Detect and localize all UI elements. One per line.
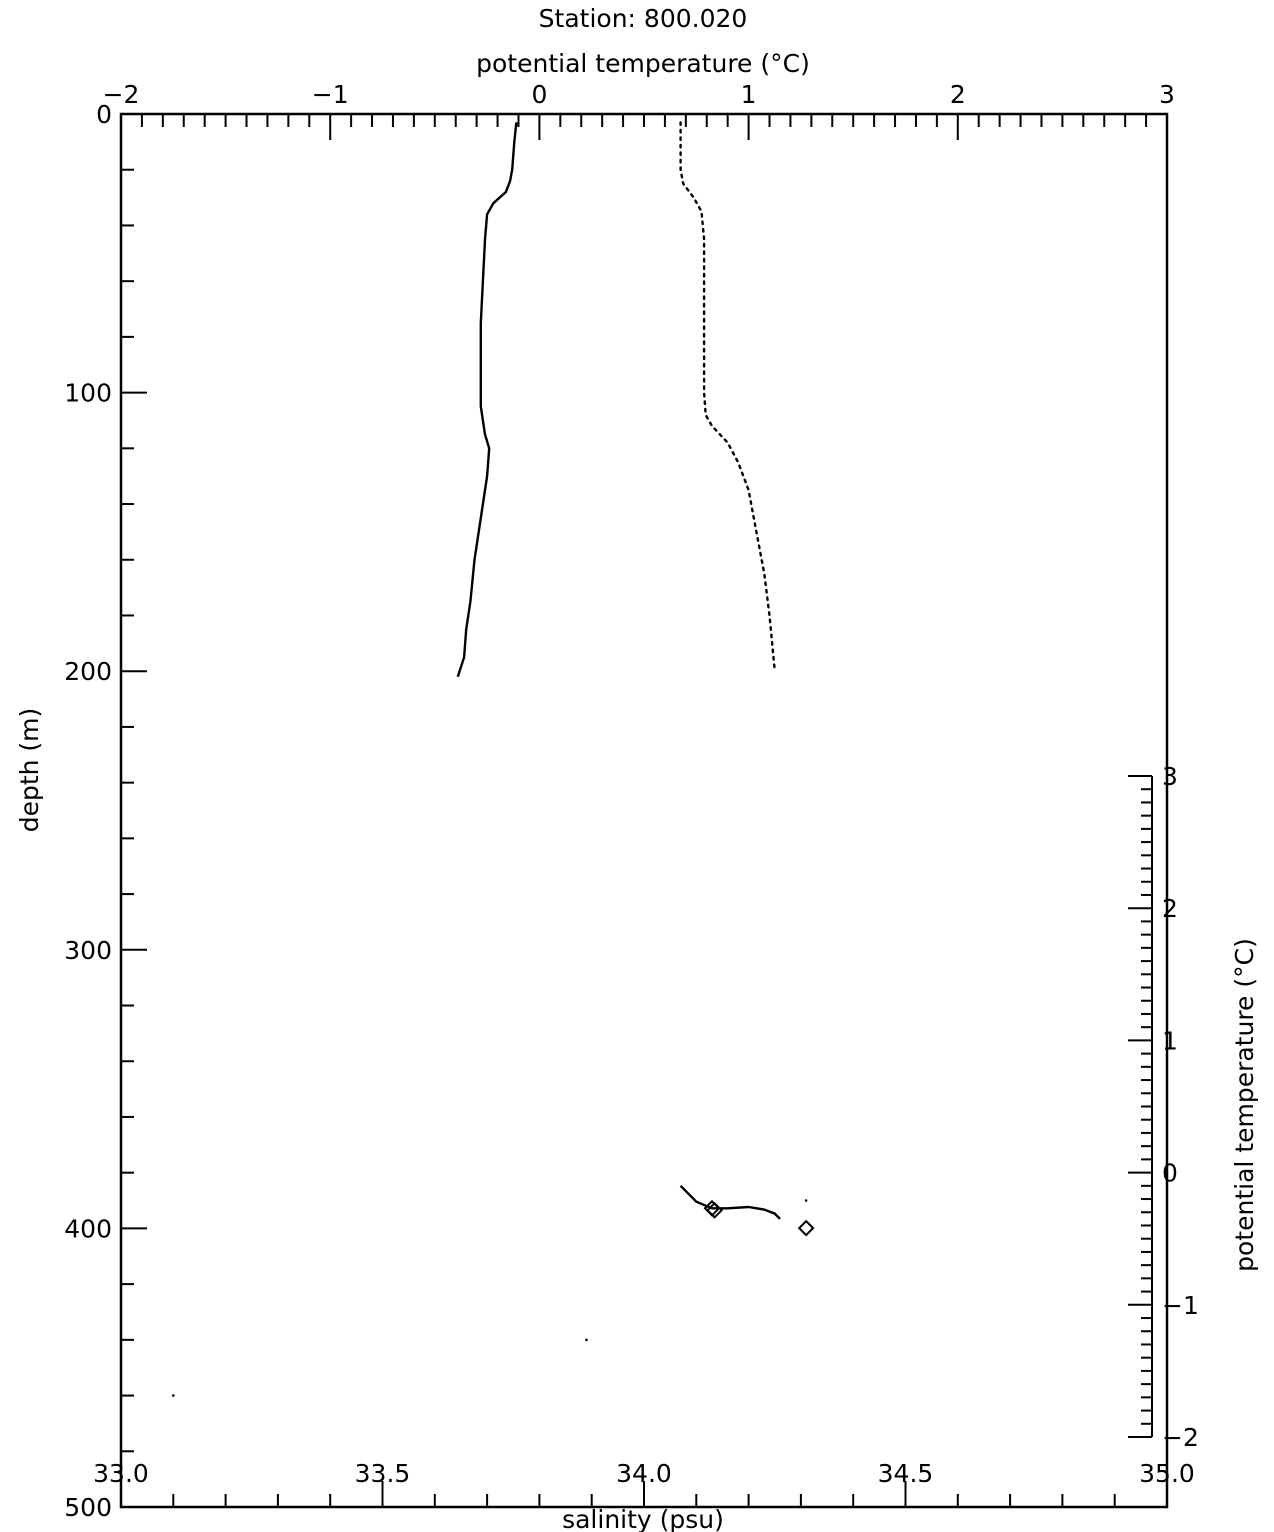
diamond-marker [797,1219,815,1237]
y-axis-tick-label: 200 [64,657,112,686]
x-axis-tick-label: 33.0 [93,1459,149,1488]
axis-tick-labels: −2 −1 0 1 2 3 33.0 33.5 34.0 34.5 35.0 0 100 200 300 40… [64,80,1199,1522]
stray-dot [585,1338,588,1342]
y-axis-tick-label: 100 [64,379,112,408]
top-axis-tick-label: 2 [950,80,966,109]
right-axis-tick-label: 2 [1162,894,1178,923]
top-axis-tick-label: 1 [741,80,757,109]
top-axis-tick-label: −1 [312,80,349,109]
stray-dot [172,1394,175,1397]
top-axis-title: potential temperature (°C) [476,49,810,78]
series-line-salinity [679,121,776,673]
right-axis-tick-label: 1 [1162,1026,1178,1055]
top-axis-tick-label: −2 [103,80,140,109]
series-line-potential-temperature-vs-salinity [679,1184,781,1220]
top-axis-tick-label: 0 [531,80,547,109]
series-line-potential-temperature [456,122,518,678]
diamond-marker [706,1201,724,1219]
chart-title: Station: 800.020 [539,4,748,33]
y-axis-tick-label: 400 [64,1214,112,1243]
x-axis-title: salinity (psu) [562,1505,724,1532]
x-axis-tick-label: 34.0 [616,1459,672,1488]
x-axis-tick-label: 35.0 [1139,1459,1195,1488]
data-series [172,121,815,1397]
right-axis-tick-label: 0 [1162,1159,1178,1188]
right-axis-tick-label: −1 [1162,1291,1199,1320]
x-axis-tick-label: 33.5 [355,1459,411,1488]
x-axis-tick-label: 34.5 [878,1459,934,1488]
right-axis-tick-label: 3 [1162,762,1178,791]
y-axis-tick-label: 500 [64,1493,112,1522]
y-axis-tick-label: 300 [64,936,112,965]
y-axis-title: depth (m) [15,708,44,833]
plot-frame [119,112,1169,1509]
stray-dot [804,1199,808,1202]
y-axis-tick-label: 0 [96,100,112,129]
right-axis-tick-label: −2 [1162,1423,1199,1452]
right-axis-title: potential temperature (°C) [1230,938,1259,1272]
top-axis-tick-label: 3 [1159,80,1175,109]
axis-ticks [120,113,1168,1508]
